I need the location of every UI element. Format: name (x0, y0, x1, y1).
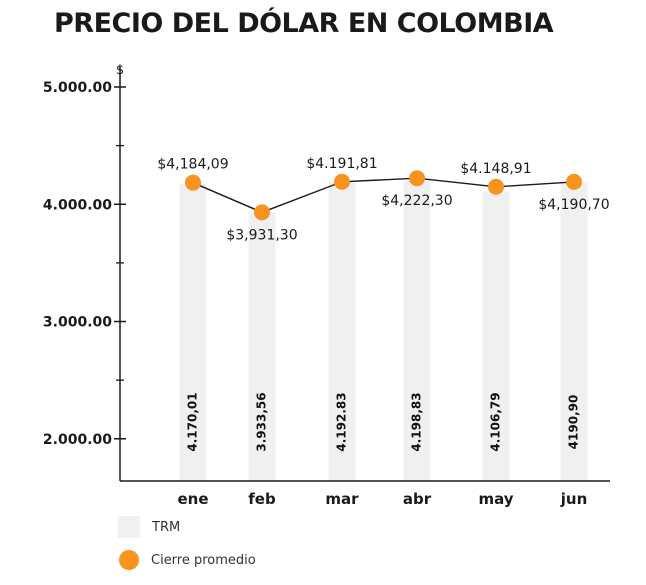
legend-item-trm: TRM (118, 516, 180, 538)
bar-value-label: 4190,90 (567, 395, 581, 450)
y-tick-label: 5.000.00 (43, 80, 112, 96)
y-tick-label: 2.000.00 (43, 432, 112, 448)
x-tick-label: mar (325, 490, 359, 508)
bar-trm-may (482, 191, 510, 481)
y-tick-label: 4.000.00 (43, 197, 112, 213)
point-value-label: $4,184,09 (157, 157, 228, 173)
bar-value-label: 3.933,56 (255, 392, 269, 451)
x-tick-label: jun (560, 490, 588, 508)
bar-value-label: 4.192.83 (335, 392, 349, 451)
bar-trm-ene (179, 184, 207, 481)
point-value-label: $4.191,81 (306, 156, 377, 172)
bar-trm-jun (560, 181, 588, 482)
legend-label-trm: TRM (152, 519, 181, 535)
x-tick-label: may (478, 490, 513, 508)
bar-value-label: 4.198,83 (410, 392, 424, 451)
x-tick-label: feb (248, 490, 276, 508)
legend-swatch-trm (118, 516, 140, 538)
bar-value-label: 4.170,01 (186, 392, 200, 451)
point-cierre-ene (185, 174, 201, 191)
legend-item-cierre: Cierre promedio (118, 550, 256, 570)
point-cierre-jun (566, 173, 582, 190)
y-axis-label: $ (116, 63, 124, 78)
legend-marker-cierre (119, 550, 139, 570)
point-value-label: $4,190,70 (538, 197, 609, 213)
point-cierre-abr (409, 170, 425, 187)
bar-trm-feb (248, 212, 276, 481)
legend-label-cierre: Cierre promedio (151, 552, 256, 568)
x-tick-label: abr (403, 490, 432, 508)
point-value-label: $4.148,91 (460, 161, 531, 177)
point-cierre-may (488, 178, 504, 195)
y-tick-label: 3.000.00 (43, 315, 112, 331)
bar-value-label: 4.106,79 (489, 392, 503, 451)
point-cierre-mar (334, 173, 350, 190)
line-cierre (192, 177, 575, 214)
chart-title: PRECIO DEL DÓLAR EN COLOMBIA (54, 8, 554, 39)
bar-trm-mar (328, 181, 356, 481)
point-cierre-feb (254, 204, 270, 221)
point-value-label: $4,222,30 (381, 193, 452, 209)
bar-trm-abr (403, 180, 431, 481)
point-value-label: $3,931,30 (226, 227, 297, 243)
x-tick-label: ene (177, 490, 208, 508)
